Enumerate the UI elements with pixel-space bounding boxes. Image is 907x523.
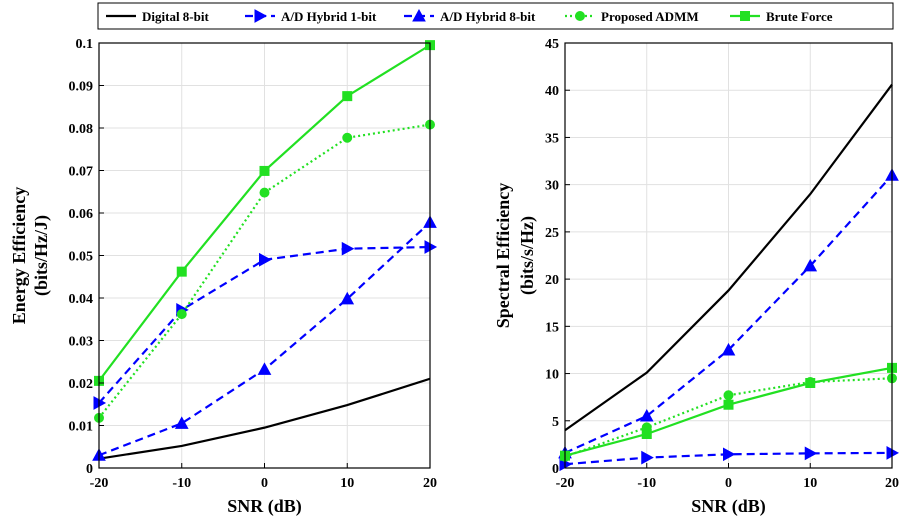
x-tick-label: -10 — [172, 476, 191, 491]
series-digital-8-bit — [98, 377, 431, 460]
legend-marker — [412, 8, 426, 22]
data-point-brute-force — [259, 165, 270, 176]
x-axis-label: SNR (dB) — [691, 496, 766, 517]
data-point-a-d-hybrid-1-bit — [341, 241, 355, 256]
spectral-efficiency-plot: -20 -10 0 10 20 0 5 10 15 20 25 30 35 40 45 SNR (dB) Spe… — [493, 37, 900, 517]
data-point-a-d-hybrid-1-bit — [723, 447, 736, 462]
y-axis-label: Spectral Efficiency — [493, 183, 513, 328]
y-axis-label: (bits/Hz/J) — [31, 215, 52, 296]
legend-label: A/D Hybrid 8-bit — [440, 9, 536, 24]
y-tick-label: 0.01 — [69, 420, 94, 435]
y-tick-label: 5 — [552, 415, 559, 430]
y-tick-label: 25 — [545, 226, 559, 241]
y-tick-label: 45 — [545, 37, 559, 52]
x-tick-label: 20 — [885, 476, 899, 491]
y-tick-label: 0 — [552, 462, 559, 477]
y-tick-label: 0 — [86, 462, 93, 477]
legend-entry-a-d-hybrid-1-bit: A/D Hybrid 1-bit — [245, 9, 377, 24]
legend-marker — [575, 11, 585, 21]
y-tick-label: 0.08 — [69, 122, 94, 137]
series-line-a-d-hybrid-8-bit — [564, 174, 893, 454]
legend-label: Proposed ADMM — [601, 9, 699, 24]
data-point-a-d-hybrid-8-bit — [721, 342, 736, 356]
data-point-brute-force — [342, 91, 353, 102]
data-point-brute-force — [176, 266, 187, 277]
y-tick-label: 20 — [545, 273, 559, 288]
data-point-a-d-hybrid-8-bit — [257, 362, 272, 375]
y-tick-label: 40 — [545, 84, 559, 99]
data-point-a-d-hybrid-8-bit — [340, 291, 355, 305]
x-tick-label: 10 — [803, 476, 817, 491]
y-axis-label: Energy Efficiency — [9, 187, 29, 324]
legend-label: A/D Hybrid 1-bit — [281, 9, 377, 24]
legend-box — [97, 2, 894, 30]
data-point-brute-force — [805, 378, 816, 388]
x-tick-label: 0 — [725, 476, 732, 491]
x-tick-label: -20 — [90, 476, 109, 491]
legend-entry-digital-8-bit: Digital 8-bit — [106, 9, 209, 24]
x-tick-label: 0 — [261, 476, 268, 491]
data-point-a-d-hybrid-8-bit — [174, 416, 189, 429]
legend-marker — [740, 11, 750, 21]
y-tick-label: 0.02 — [69, 377, 94, 392]
data-point-a-d-hybrid-1-bit — [804, 446, 818, 461]
data-point-proposed-admm — [342, 132, 353, 143]
y-tick-label: 0.1 — [76, 37, 94, 52]
series-line-digital-8-bit — [98, 377, 431, 460]
legend: Digital 8-bit A/D Hybrid 1-bit A/D Hybrid … — [97, 2, 894, 30]
y-tick-label: 0.07 — [69, 165, 94, 180]
series-line-proposed-admm — [98, 123, 431, 419]
energy-efficiency-plot: -20 -10 0 10 20 0 0.01 0.02 0.03 0.04 0.05 0.06 0.07… — [9, 37, 438, 517]
data-point-brute-force — [641, 429, 652, 439]
y-axis-label: (bits/s/Hz) — [517, 216, 538, 295]
y-tick-label: 0.06 — [69, 207, 94, 222]
series-digital-8-bit — [564, 83, 893, 432]
legend-entry-proposed-admm: Proposed ADMM — [565, 9, 699, 24]
data-point-proposed-admm — [176, 309, 187, 320]
data-point-a-d-hybrid-1-bit — [259, 252, 272, 267]
y-tick-label: 35 — [545, 131, 559, 146]
data-point-a-d-hybrid-1-bit — [641, 450, 654, 465]
data-point-a-d-hybrid-8-bit — [803, 258, 818, 272]
y-tick-label: 0.04 — [69, 292, 94, 307]
data-point-brute-force — [723, 399, 734, 410]
x-tick-label: 20 — [423, 476, 437, 491]
legend-marker — [254, 9, 268, 23]
data-point-proposed-admm — [723, 390, 734, 401]
data-point-proposed-admm — [259, 187, 270, 198]
y-tick-label: 0.03 — [69, 335, 94, 350]
legend-entry-brute-force: Brute Force — [730, 9, 833, 24]
y-tick-label: 0.05 — [69, 250, 94, 265]
data-point-a-d-hybrid-8-bit — [639, 409, 654, 422]
series-line-digital-8-bit — [564, 83, 893, 432]
x-tick-label: -20 — [556, 476, 575, 491]
legend-entry-a-d-hybrid-8-bit: A/D Hybrid 8-bit — [404, 8, 536, 24]
x-tick-label: 10 — [340, 476, 354, 491]
x-axis-label: SNR (dB) — [227, 496, 302, 517]
legend-label: Digital 8-bit — [142, 9, 209, 24]
y-tick-label: 0.09 — [69, 80, 94, 95]
y-tick-label: 10 — [545, 368, 559, 383]
y-tick-label: 15 — [545, 320, 559, 335]
legend-label: Brute Force — [766, 9, 833, 24]
x-tick-label: -10 — [637, 476, 656, 491]
y-tick-label: 30 — [545, 179, 559, 194]
